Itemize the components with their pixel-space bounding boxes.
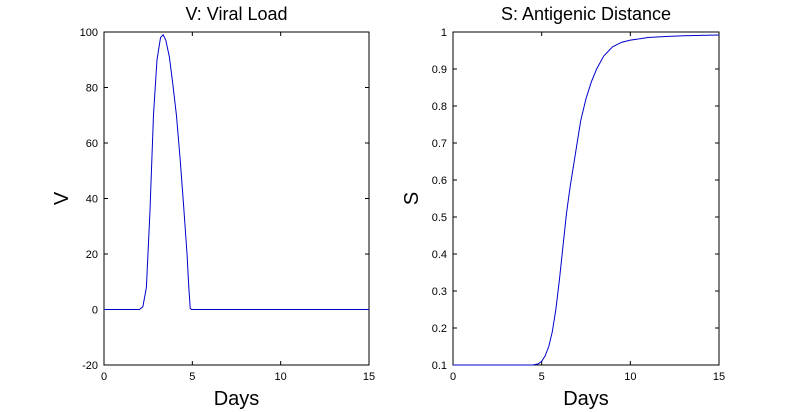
viral-load-ytick-label: 100 — [80, 27, 98, 39]
viral-load-title: V: Viral Load — [185, 4, 287, 24]
antigenic-distance-xtick-label: 0 — [450, 371, 456, 383]
antigenic-distance-xtick-label: 15 — [713, 371, 725, 383]
antigenic-distance-ytick-label: 0.6 — [432, 175, 447, 187]
viral-load-ytick-label: 40 — [86, 194, 98, 206]
viral-load-ytick-label: -20 — [82, 360, 98, 372]
antigenic-distance-ytick-label: 1 — [441, 27, 447, 39]
antigenic-distance-xlabel: Days — [563, 388, 609, 410]
viral-load-xtick-label: 10 — [275, 371, 287, 383]
antigenic-distance-ytick-label: 0.3 — [432, 286, 447, 298]
antigenic-distance-ticks: 0 5 10 15 0.1 0.2 0.3 0.4 0.5 0.6 0.7 0.8 0.9 1 — [432, 27, 725, 383]
antigenic-distance-title: S: Antigenic Distance — [501, 4, 671, 24]
viral-load-panel: V: Viral Load Days V 0 5 10 15-200204060801… — [51, 4, 375, 410]
viral-load-series-line — [104, 33, 369, 310]
viral-load-ytick-label: 60 — [86, 138, 98, 150]
antigenic-distance-series-line — [453, 34, 720, 366]
viral-load-ytick-label: 80 — [86, 83, 98, 95]
viral-load-ylabel: V — [51, 191, 73, 205]
antigenic-distance-ytick-label: 0.2 — [432, 323, 447, 335]
antigenic-distance-ylabel: S — [401, 192, 423, 205]
viral-load-xtick-label: 0 — [101, 371, 107, 383]
antigenic-distance-ytick-label: 0.9 — [432, 64, 447, 76]
antigenic-distance-ytick-label: 0.5 — [432, 212, 447, 224]
viral-load-xtick-label: 5 — [189, 371, 195, 383]
viral-load-ytick-label: 20 — [86, 249, 98, 261]
antigenic-distance-ytick-label: 0.1 — [432, 360, 447, 372]
antigenic-distance-plot-area — [452, 31, 720, 366]
viral-load-ytick-label: 0 — [92, 305, 98, 317]
antigenic-distance-panel: S: Antigenic Distance Days S 0 5 10 15 0.1 0.… — [401, 4, 725, 410]
viral-load-xtick-label: 15 — [363, 371, 375, 383]
antigenic-distance-ytick-label: 0.7 — [432, 138, 447, 150]
antigenic-distance-xtick-label: 10 — [624, 371, 636, 383]
viral-load-plot-area — [103, 31, 370, 366]
antigenic-distance-ytick-label: 0.8 — [432, 101, 447, 113]
antigenic-distance-ytick-label: 0.4 — [432, 249, 447, 261]
viral-load-xlabel: Days — [214, 388, 260, 410]
antigenic-distance-xtick-label: 5 — [539, 371, 545, 383]
